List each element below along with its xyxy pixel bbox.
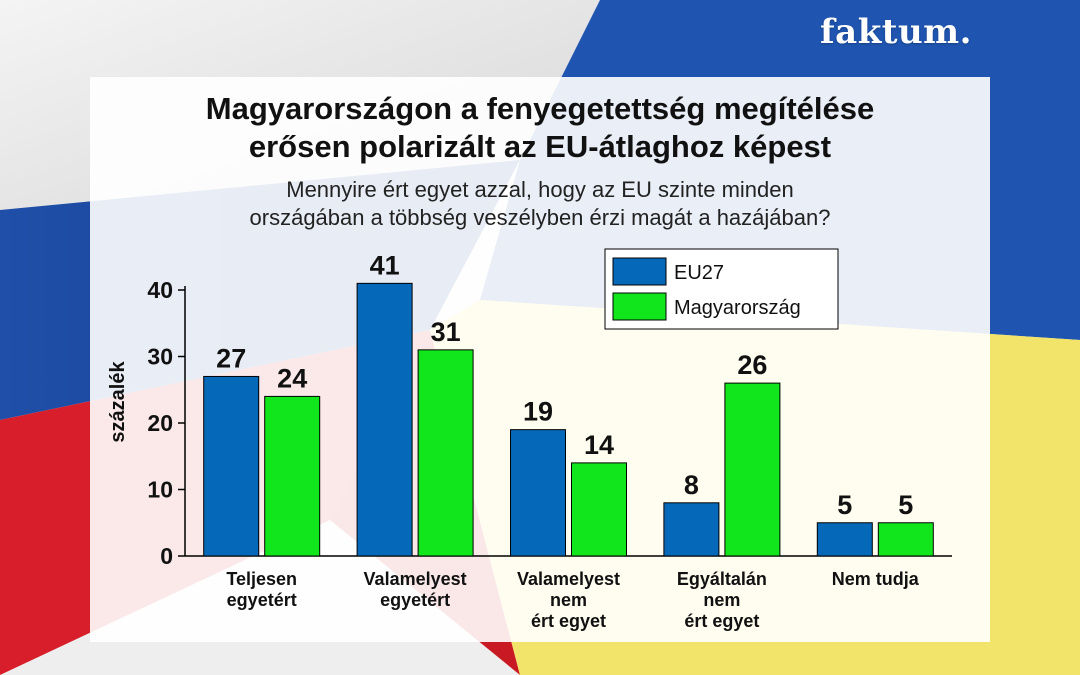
bar-value-label: 5 <box>837 490 852 520</box>
legend-swatch-hungary <box>612 292 667 321</box>
bar-eu27 <box>663 502 720 557</box>
x-category-label: Teljesen <box>226 569 297 589</box>
x-category-label: egyetért <box>380 590 450 610</box>
y-tick-label: 40 <box>147 277 173 303</box>
x-category-label: Egyáltalán <box>677 569 767 589</box>
bar-value-label: 14 <box>584 430 614 460</box>
x-category-label: egyetért <box>227 590 297 610</box>
x-category-label: Valamelyest <box>364 569 467 589</box>
y-tick-label: 20 <box>147 410 173 436</box>
bar-value-label: 8 <box>684 470 699 500</box>
bar-eu27 <box>816 522 873 557</box>
x-category-label: nem <box>703 590 740 610</box>
subtitle-line-1: Mennyire ért egyet azzal, hogy az EU szi… <box>286 177 794 202</box>
subtitle-line-2: országában a többség veszélyben érzi mag… <box>249 205 831 230</box>
legend-label-eu27: EU27 <box>674 262 724 284</box>
bar-eu27 <box>510 429 566 557</box>
bar-eu27 <box>356 282 413 557</box>
bar-value-label: 26 <box>737 350 767 380</box>
bar-value-label: 5 <box>898 490 913 520</box>
y-tick-label: 0 <box>160 543 173 569</box>
x-category-label: Valamelyest <box>517 569 620 589</box>
page-title-line-1: Magyarországon a fenyegetettség megítélé… <box>205 91 875 126</box>
bar-hungary <box>571 462 627 557</box>
x-category-label: Nem tudja <box>832 569 920 589</box>
bar-hungary <box>877 522 934 557</box>
y-tick-label: 30 <box>147 344 173 370</box>
y-tick-label: 10 <box>147 477 173 503</box>
bar-hungary <box>724 382 781 557</box>
faktum-logo: faktum. <box>820 12 972 52</box>
bar-value-label: 24 <box>277 363 307 393</box>
y-axis-label: százalék <box>107 361 129 443</box>
bar-hungary <box>264 395 321 557</box>
page-title-line-2: erősen polarizált az EU-átlaghoz képest <box>248 129 832 164</box>
legend-swatch-eu27 <box>612 257 667 286</box>
bar-value-label: 27 <box>216 343 246 373</box>
bar-value-label: 19 <box>523 397 553 427</box>
bar-value-label: 41 <box>370 250 400 280</box>
x-category-label: nem <box>550 590 587 610</box>
bar-hungary <box>417 349 474 557</box>
bar-eu27 <box>203 375 260 557</box>
bar-value-label: 31 <box>431 317 461 347</box>
x-category-label: ért egyet <box>684 611 759 631</box>
x-category-label: ért egyet <box>531 611 606 631</box>
legend-label-hungary: Magyarország <box>674 297 801 319</box>
